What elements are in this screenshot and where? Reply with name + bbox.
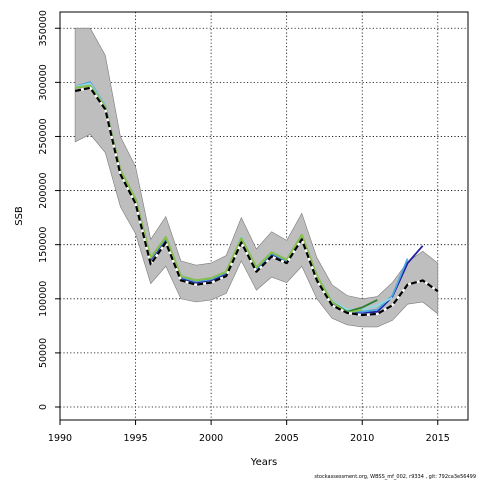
axes-layer: 1990 1995 2000 2005 2010 2015 0 50000 100000 1500… [38, 10, 450, 444]
x-tick-label: 2005 [275, 433, 299, 444]
x-tick-label: 2000 [199, 433, 223, 444]
x-tick-label: 1990 [48, 433, 72, 444]
y-tick-label: 250000 [38, 118, 49, 154]
confidence-band [74, 27, 439, 328]
y-tick-label: 0 [38, 404, 49, 410]
x-tick-label: 1995 [123, 433, 147, 444]
plot-frame [59, 11, 469, 421]
x-tick-label: 2010 [350, 433, 374, 444]
grid-lines [59, 12, 468, 420]
y-axis-title: SSB [14, 206, 25, 226]
x-axis-title: Years [250, 457, 277, 468]
y-tick-label: 150000 [38, 227, 49, 263]
series-line-5 [74, 84, 363, 314]
confidence-band-layer [74, 27, 439, 328]
y-tick-label: 300000 [38, 64, 49, 100]
y-tick-label: 50000 [38, 338, 49, 368]
footer-text: stockassessment.org, WBSS_mf_002, r9334 … [314, 474, 476, 480]
y-tick-label: 100000 [38, 281, 49, 317]
series-lines-layer [74, 81, 439, 317]
y-tick-label: 350000 [38, 10, 49, 46]
x-tick-label: 2015 [426, 433, 450, 444]
y-tick-label: 200000 [38, 172, 49, 208]
series-line-0 [74, 86, 439, 317]
